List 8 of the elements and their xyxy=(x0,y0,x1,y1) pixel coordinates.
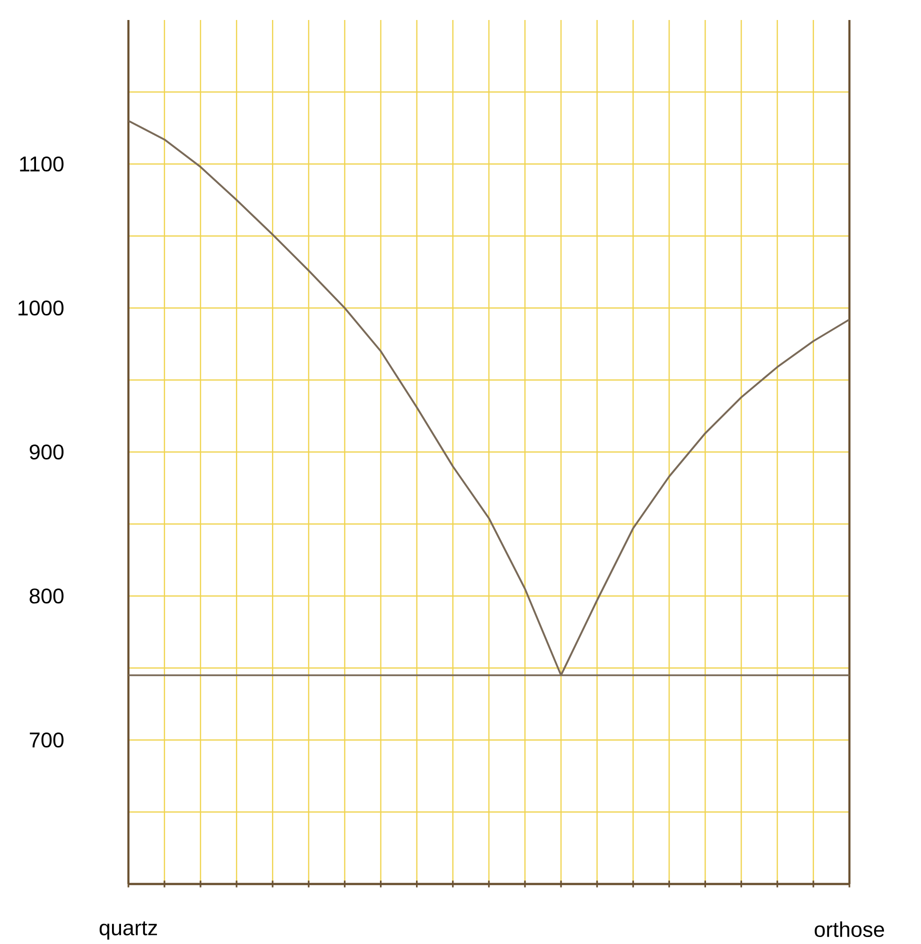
y-tick-label: 1000 xyxy=(18,300,64,316)
line-series xyxy=(128,120,850,676)
y-tick-label: 900 xyxy=(30,444,64,460)
y-tick-label: 800 xyxy=(29,588,64,604)
x-tick-label: orthose xyxy=(814,921,884,938)
y-tick-label: 700 xyxy=(30,732,64,748)
x-tick-label: quartz xyxy=(99,921,157,940)
y-tick-label: 1100 xyxy=(20,156,64,172)
